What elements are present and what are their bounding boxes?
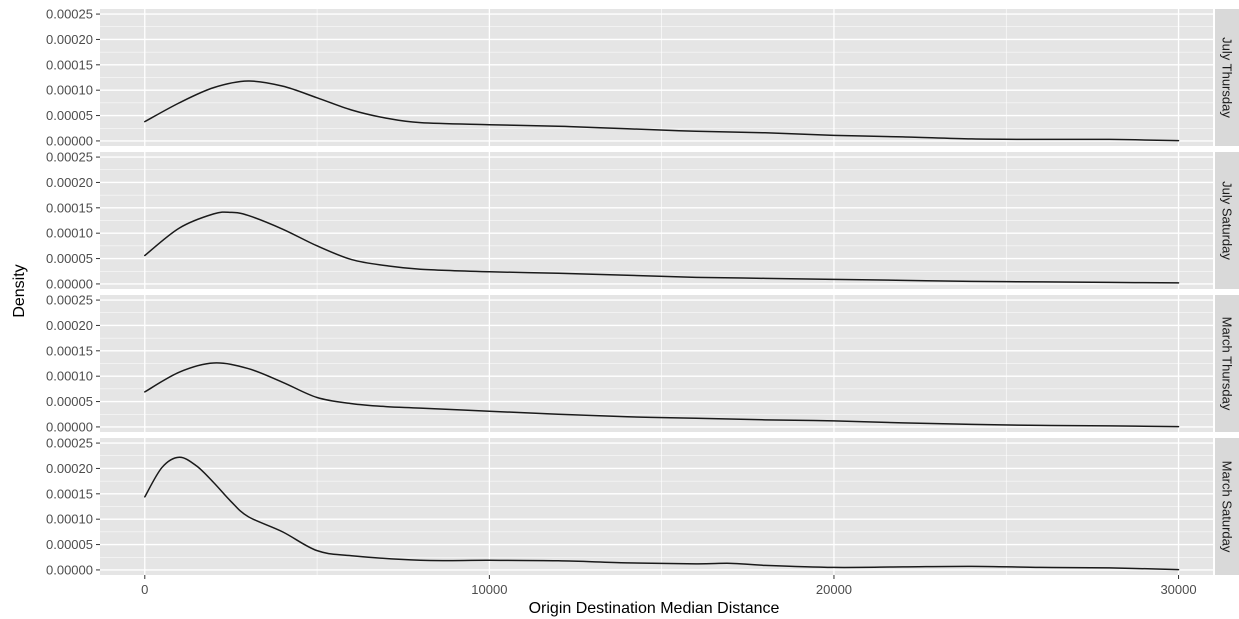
facet-strip: [1215, 438, 1239, 575]
y-tick-label: 0.00015: [46, 343, 93, 358]
y-tick-label: 0.00010: [46, 226, 93, 241]
facet-panel: 0.00000 0.00005 0.00010 0.00015 0.00020 0.000…: [46, 293, 1239, 434]
facet-panel: 0.00000 0.00005 0.00010 0.00015 0.00020 0.000…: [46, 7, 1239, 148]
facet-strip: [1215, 152, 1239, 289]
facet-strip: [1215, 295, 1239, 432]
y-tick-label: 0.00015: [46, 486, 93, 501]
density-line: [144, 80, 1180, 142]
x-tick-label: 0: [141, 582, 148, 597]
density-line: [144, 211, 1180, 284]
x-tick-label: 30000: [1160, 582, 1196, 597]
y-tick-label: 0.00000: [46, 562, 93, 577]
y-tick-label: 0.00005: [46, 394, 93, 409]
y-tick-label: 0.00020: [46, 32, 93, 47]
y-tick-label: 0.00000: [46, 419, 93, 434]
y-tick-label: 0.00015: [46, 57, 93, 72]
y-tick-label: 0.00000: [46, 276, 93, 291]
x-tick-label: 20000: [816, 582, 852, 597]
x-tick-label: 10000: [471, 582, 507, 597]
y-tick-label: 0.00020: [46, 175, 93, 190]
y-tick-label: 0.00025: [46, 7, 93, 22]
y-tick-label: 0.00005: [46, 251, 93, 266]
y-tick-label: 0.00005: [46, 537, 93, 552]
facet-strip-label: July Thursday: [1220, 37, 1235, 118]
y-tick-label: 0.00015: [46, 200, 93, 215]
density-line: [144, 456, 1180, 571]
y-tick-label: 0.00025: [46, 293, 93, 308]
x-axis-title: Origin Destination Median Distance: [529, 600, 780, 617]
facet-strip: [1215, 9, 1239, 146]
facet-strip-label: March Thursday: [1220, 317, 1235, 411]
density-line: [144, 362, 1180, 428]
x-axis: 0 10000 20000 30000: [141, 575, 1197, 597]
facet-strip-label: March Saturday: [1220, 461, 1235, 553]
facet-panel: 0.00000 0.00005 0.00010 0.00015 0.00020 0.000…: [46, 150, 1239, 291]
facet-panels: 0.00000 0.00005 0.00010 0.00015 0.00020 0.000…: [46, 7, 1239, 577]
y-axis-title: Density: [11, 264, 28, 317]
facet-strip-label: July Saturday: [1220, 181, 1235, 260]
y-tick-label: 0.00010: [46, 512, 93, 527]
y-tick-label: 0.00000: [46, 133, 93, 148]
y-tick-label: 0.00005: [46, 108, 93, 123]
y-tick-label: 0.00010: [46, 369, 93, 384]
y-tick-label: 0.00020: [46, 318, 93, 333]
facet-panel: 0.00000 0.00005 0.00010 0.00015 0.00020 0.000…: [46, 436, 1239, 577]
y-tick-label: 0.00025: [46, 436, 93, 451]
y-tick-label: 0.00020: [46, 461, 93, 476]
y-tick-label: 0.00025: [46, 150, 93, 165]
y-tick-label: 0.00010: [46, 83, 93, 98]
